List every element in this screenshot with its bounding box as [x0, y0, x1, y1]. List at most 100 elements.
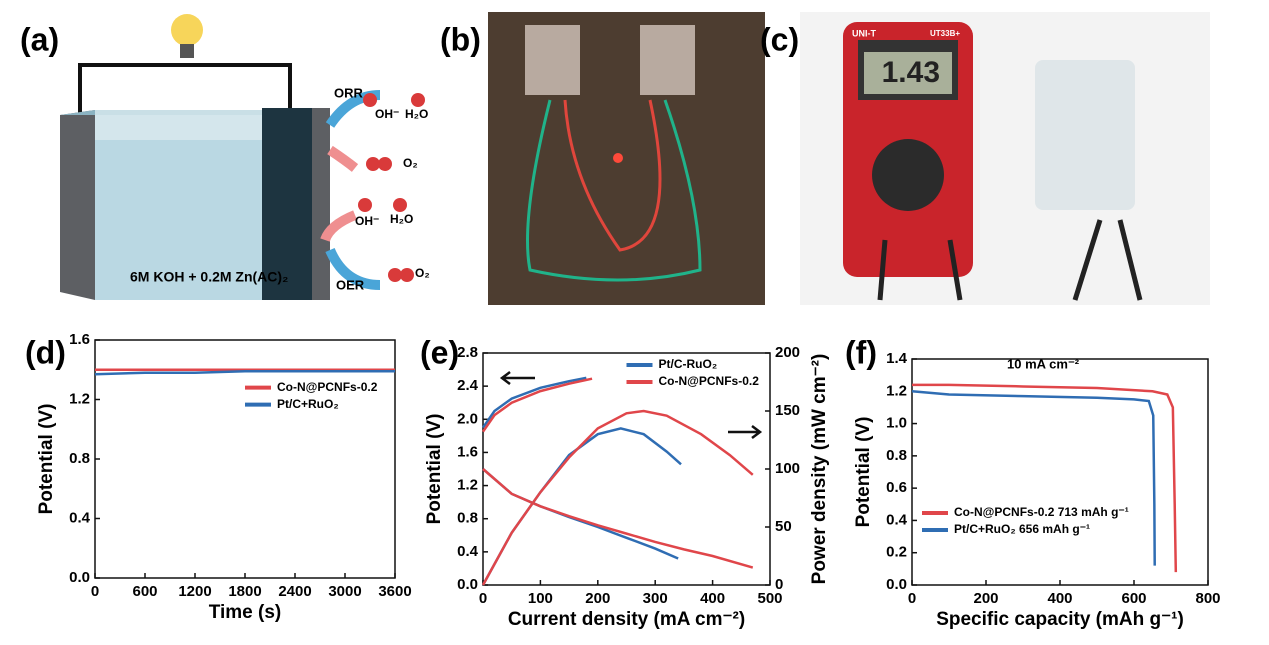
y-tick-label: 2.0: [457, 410, 478, 427]
series-line: [482, 468, 754, 569]
series-line: [482, 468, 679, 560]
y-axis-title: Potential (V): [36, 404, 57, 515]
electrolyte-label: 6M KOH + 0.2M Zn(AC)₂: [130, 269, 288, 285]
wire: [78, 63, 292, 120]
arrow: [320, 210, 357, 242]
dial: [872, 139, 944, 211]
y-tick-label: 0.0: [457, 576, 478, 593]
photo-multimeter: UNI-T UT33B+ 1.43: [800, 12, 1210, 305]
y-tick-label: 1.6: [457, 443, 478, 460]
wire: [563, 99, 662, 252]
cell: [1035, 60, 1135, 210]
x-tick-label: 300: [643, 590, 668, 607]
display-reading: 1.43: [882, 56, 940, 89]
photo-circuit: [488, 12, 765, 305]
series-line: [481, 409, 754, 586]
cell-side: [60, 110, 95, 300]
probes: [877, 219, 1143, 301]
y2-axis-title: Power density (mW cm⁻²): [809, 354, 830, 585]
label: O₂: [415, 266, 430, 280]
y-tick-label: 0.4: [457, 543, 479, 560]
y2-tick-label: 150: [775, 402, 800, 419]
y-tick-label: 1.6: [69, 331, 90, 348]
panel-label: (c): [760, 21, 799, 57]
x-tick-label: 3600: [378, 583, 411, 600]
x-tick-label: 200: [973, 590, 998, 607]
x-tick-label: 800: [1195, 590, 1220, 607]
panel-label: (a): [20, 21, 59, 57]
legend-label: Pt/C-RuO₂: [659, 357, 718, 371]
bulb-base: [180, 44, 194, 58]
y-tick-label: 1.2: [886, 382, 907, 399]
x-tick-label: 0: [91, 583, 99, 600]
y-tick-label: 1.2: [69, 390, 90, 407]
display: [864, 52, 952, 94]
panel-label: (b): [440, 21, 481, 57]
panel-label: (e): [420, 334, 459, 370]
x-tick-label: 2400: [278, 583, 311, 600]
x-tick-label: 500: [757, 590, 782, 607]
axis-arrow: [728, 425, 763, 439]
legend-label: Pt/C+RuO₂ 656 mAh g⁻¹: [954, 522, 1090, 536]
annotation: 10 mA cm⁻²: [1007, 356, 1080, 371]
y2-tick-label: 200: [775, 344, 800, 361]
series-line: [911, 390, 1156, 566]
battery-diagram: ORR OH⁻ H₂O O₂ OH⁻ H₂O OER O₂ 6M KOH + 0…: [60, 14, 430, 300]
y-tick-label: 1.2: [457, 477, 478, 494]
panel-label: (f): [845, 334, 877, 370]
x-tick-label: 1800: [228, 583, 261, 600]
legend-label: Co-N@PCNFs-0.2: [277, 380, 378, 394]
label: OH⁻: [355, 214, 379, 228]
led: [613, 153, 623, 163]
x-tick-label: 400: [1047, 590, 1072, 607]
y-tick-label: 0.0: [69, 569, 90, 586]
y-tick-label: 2.8: [457, 344, 478, 361]
y-tick-label: 0.6: [886, 479, 907, 496]
y-tick-label: 0.4: [69, 509, 91, 526]
y-tick-label: 1.0: [886, 415, 907, 432]
axis-arrow: [499, 371, 535, 385]
series-line: [912, 383, 1178, 573]
plot-frame: [94, 339, 396, 579]
y2-tick-label: 100: [775, 460, 800, 477]
model: UT33B+: [930, 29, 960, 38]
label: H₂O: [390, 212, 413, 226]
x-tick-label: 3000: [328, 583, 361, 600]
air-electrode: [262, 108, 312, 300]
y-tick-label: 0.4: [886, 511, 908, 528]
y-tick-label: 2.4: [457, 377, 479, 394]
x-tick-label: 200: [585, 590, 610, 607]
panel-label: (d): [25, 334, 66, 370]
series-line: [481, 376, 587, 429]
wire: [526, 99, 702, 282]
y2-tick-label: 50: [775, 518, 792, 535]
legend-label: Pt/C+RuO₂: [277, 397, 339, 411]
x-tick-label: 0: [479, 590, 487, 607]
battery: [525, 25, 580, 95]
label: O₂: [403, 156, 418, 170]
bulb: [171, 14, 203, 46]
y-axis-title: Potential (V): [424, 414, 445, 525]
x-tick-label: 600: [132, 583, 157, 600]
x-axis-title: Time (s): [209, 602, 282, 623]
label: H₂O: [405, 107, 428, 121]
brand: UNI-T: [852, 28, 876, 38]
series-line: [481, 427, 682, 586]
molecules: [358, 93, 425, 282]
y-tick-label: 0.8: [69, 450, 90, 467]
y-axis-title: Potential (V): [853, 417, 874, 528]
legend-label: Co-N@PCNFs-0.2: [659, 374, 760, 388]
x-axis-title: Specific capacity (mAh g⁻¹): [936, 609, 1184, 630]
cell-wall: [312, 108, 330, 300]
x-axis-title: Current density (mA cm⁻²): [508, 609, 745, 630]
x-tick-label: 100: [528, 590, 553, 607]
y2-tick-label: 0: [775, 576, 783, 593]
y-tick-label: 0.2: [886, 544, 907, 561]
battery: [640, 25, 695, 95]
y-tick-label: 1.4: [886, 350, 908, 367]
y-tick-label: 0.0: [886, 576, 907, 593]
x-tick-label: 0: [908, 590, 916, 607]
arrow: [327, 145, 359, 172]
legend-label: Co-N@PCNFs-0.2 713 mAh g⁻¹: [954, 505, 1129, 519]
